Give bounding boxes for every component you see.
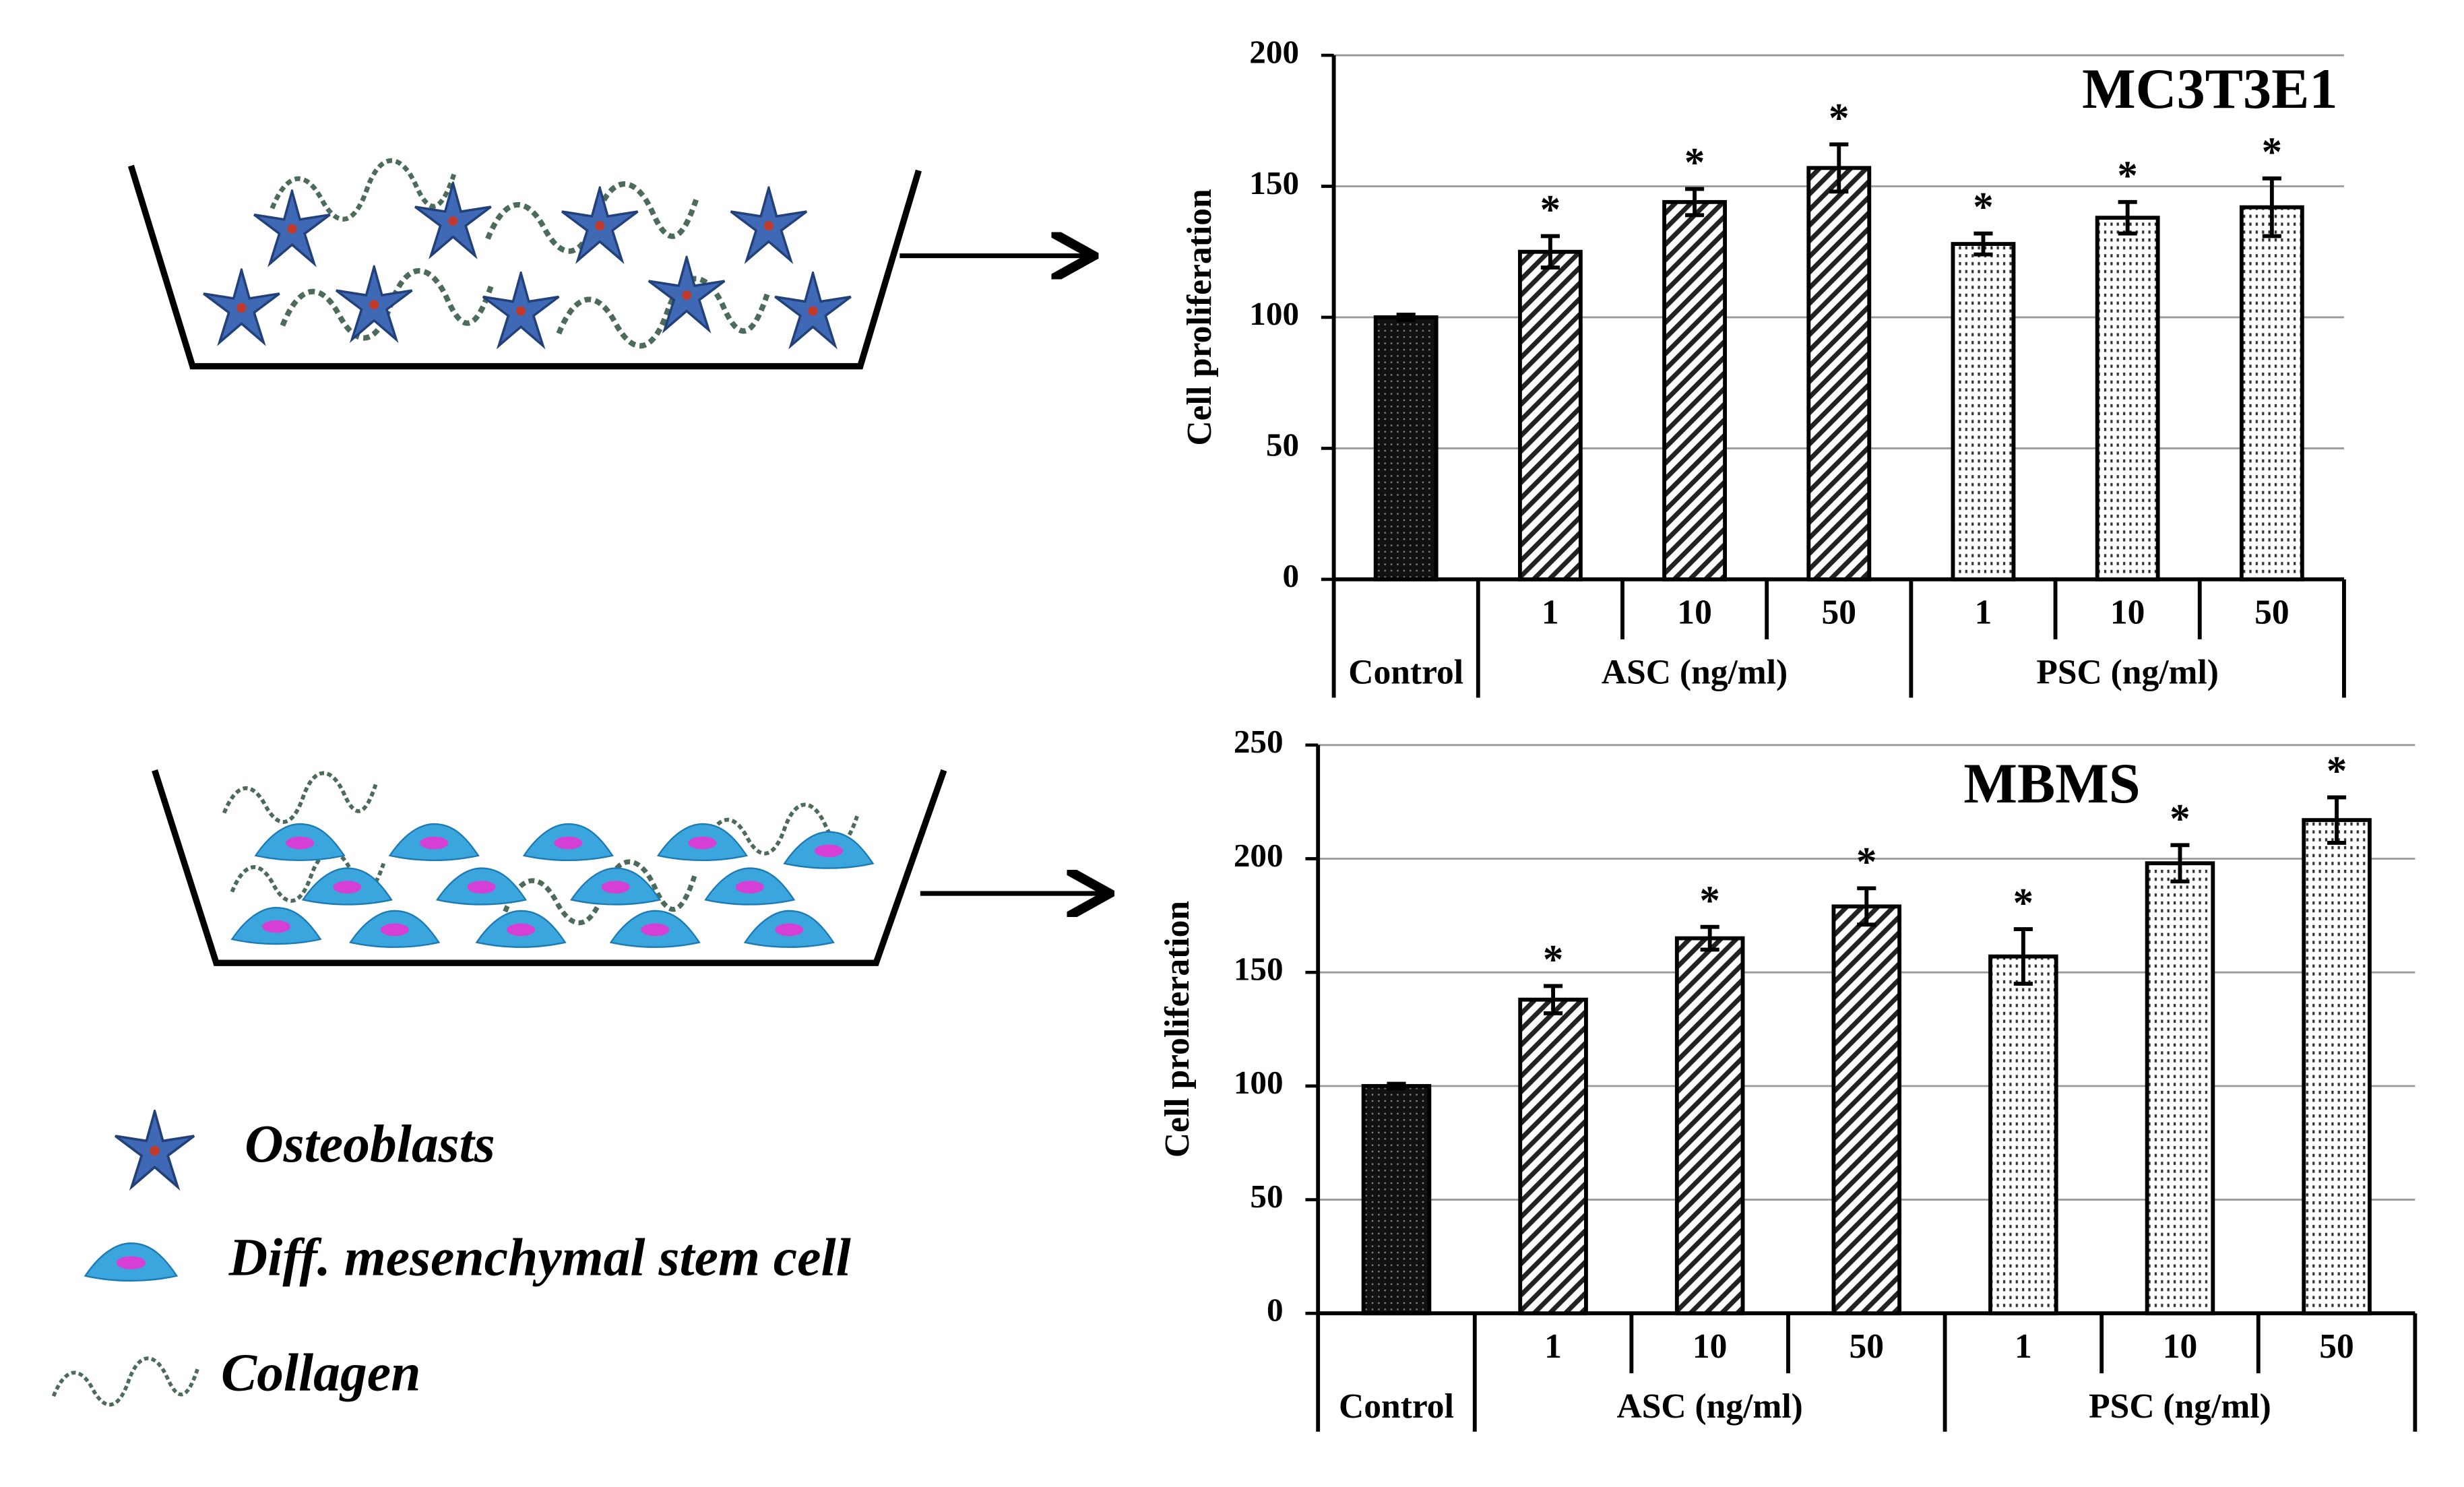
group-label: ASC (ng/ml) — [1602, 654, 1788, 692]
legend-label: Diff. mesenchymal stem cell — [228, 1228, 852, 1288]
x-tick-label: 50 — [2254, 594, 2289, 632]
significance-marker: * — [1829, 96, 1849, 141]
group-label: ASC (ng/ml) — [1617, 1387, 1803, 1426]
y-tick-label: 0 — [1267, 1292, 1284, 1329]
x-tick-label: 1 — [1542, 594, 1559, 632]
bar — [2239, 205, 2304, 581]
legend-label: Osteoblasts — [245, 1114, 495, 1174]
group-label: PSC (ng/ml) — [2036, 654, 2219, 692]
y-axis-label: Cell proliferation — [1180, 189, 1219, 445]
chart-title: MBMS — [1963, 753, 2140, 815]
y-tick-label: 150 — [1249, 164, 1299, 201]
y-tick-label: 200 — [1249, 33, 1299, 70]
bar — [1517, 249, 1583, 581]
legend-label: Collagen — [221, 1343, 420, 1403]
significance-marker: * — [2170, 796, 2190, 842]
y-tick-label: 100 — [1249, 295, 1299, 332]
bar — [1361, 1083, 1432, 1316]
bar — [2095, 216, 2160, 581]
significance-marker: * — [1540, 188, 1560, 233]
group-label: Control — [1339, 1387, 1454, 1426]
bar — [1373, 315, 1439, 581]
y-tick-label: 150 — [1234, 950, 1284, 987]
bar — [2302, 818, 2372, 1316]
significance-marker: * — [1684, 141, 1705, 186]
group-label: Control — [1348, 654, 1463, 692]
x-tick-label: 1 — [1975, 594, 1992, 632]
x-tick-label: 50 — [1822, 594, 1857, 632]
significance-marker: * — [1699, 879, 1719, 924]
x-tick-label: 50 — [2319, 1327, 2354, 1366]
bar — [1806, 166, 1872, 581]
schematic-top — [127, 160, 1089, 370]
y-tick-label: 100 — [1234, 1064, 1284, 1101]
chart-title: MC3T3E1 — [2082, 58, 2337, 121]
x-tick-label: 10 — [1677, 594, 1712, 632]
significance-marker: * — [2327, 749, 2347, 794]
y-tick-label: 250 — [1234, 723, 1284, 760]
y-tick-label: 0 — [1282, 557, 1299, 594]
significance-marker: * — [1856, 840, 1876, 885]
y-tick-label: 50 — [1250, 1178, 1283, 1215]
significance-marker: * — [2262, 130, 2282, 175]
x-tick-label: 1 — [2015, 1327, 2032, 1366]
y-tick-label: 50 — [1266, 426, 1299, 464]
bar — [1662, 199, 1727, 581]
x-tick-label: 10 — [1693, 1327, 1728, 1366]
x-tick-label: 50 — [1850, 1327, 1885, 1366]
x-tick-label: 1 — [1544, 1327, 1562, 1366]
x-tick-label: 10 — [2110, 594, 2145, 632]
bar — [2145, 861, 2215, 1316]
y-axis-label: Cell proliferation — [1158, 901, 1197, 1158]
bar — [1518, 997, 1588, 1316]
group-label: PSC (ng/ml) — [2089, 1387, 2271, 1426]
significance-marker: * — [1973, 185, 1993, 230]
significance-marker: * — [1543, 938, 1563, 983]
schematic-bottom — [152, 769, 1105, 966]
bar — [1674, 936, 1745, 1316]
significance-marker: * — [2013, 881, 2033, 926]
bar — [1951, 242, 2016, 581]
bar — [1988, 954, 2058, 1316]
y-tick-label: 200 — [1234, 837, 1284, 874]
schematic-legend: Osteoblasts Diff. mesenchymal stem cell … — [53, 1110, 852, 1404]
significance-marker: * — [2117, 154, 2137, 199]
x-tick-label: 10 — [2163, 1327, 2198, 1366]
bar — [1831, 904, 1902, 1316]
